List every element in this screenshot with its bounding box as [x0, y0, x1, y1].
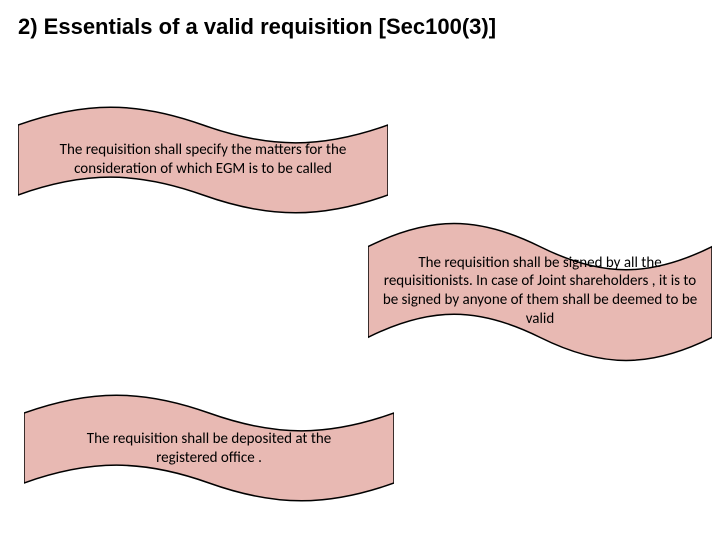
callout-2: The requisition shall be signed by all t…	[368, 222, 712, 362]
page-title: 2) Essentials of a valid requisition [Se…	[18, 14, 496, 40]
callout-1: The requisition shall specify the matter…	[18, 106, 388, 214]
callout-3: The requisition shall be deposited at th…	[24, 394, 394, 502]
callout-text: The requisition shall specify the matter…	[40, 134, 366, 186]
callout-text: The requisition shall be signed by all t…	[382, 250, 698, 332]
callout-text: The requisition shall be deposited at th…	[64, 424, 354, 474]
